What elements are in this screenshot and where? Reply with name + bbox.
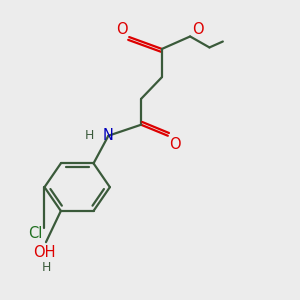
Text: H: H (84, 129, 94, 142)
Text: Cl: Cl (28, 226, 43, 241)
Text: N: N (102, 128, 113, 143)
Text: O: O (169, 136, 181, 152)
Text: O: O (116, 22, 128, 37)
Text: OH: OH (33, 245, 56, 260)
Text: O: O (192, 22, 203, 37)
Text: H: H (41, 261, 51, 274)
